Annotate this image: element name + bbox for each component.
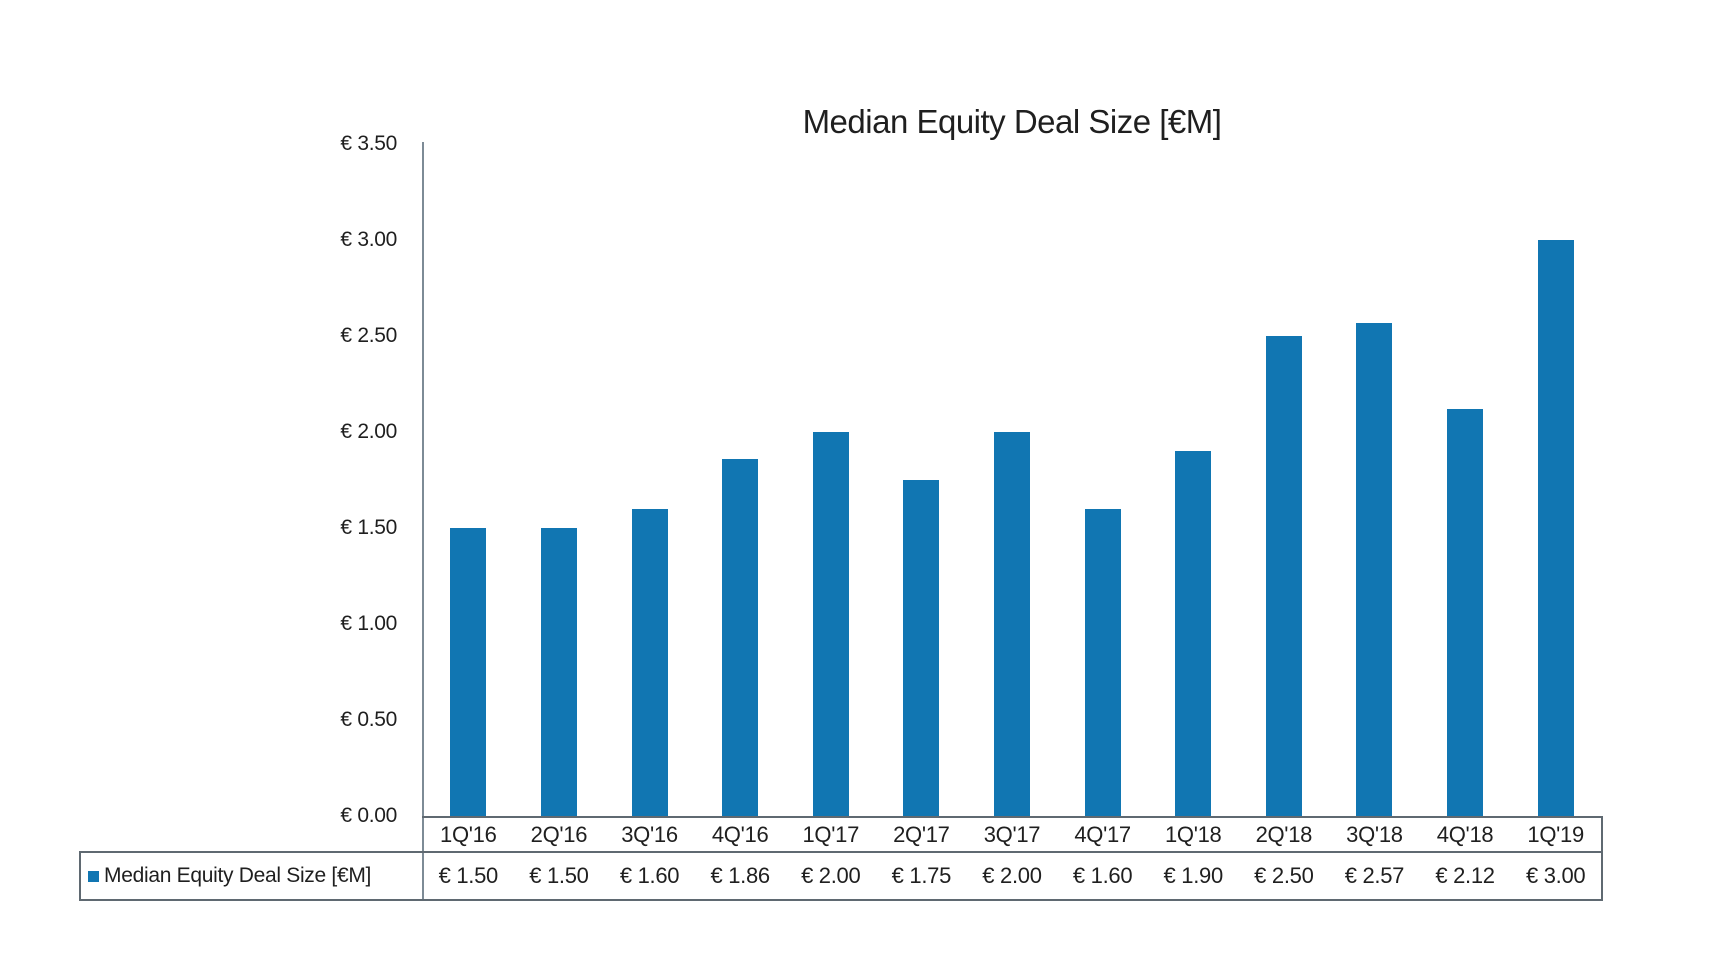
y-axis-tick-label: € 2.50 <box>340 324 397 347</box>
x-axis-label: 1Q'16 <box>440 822 497 847</box>
bar <box>813 432 849 816</box>
y-axis-tick-label: € 0.00 <box>340 804 397 827</box>
bar <box>541 528 577 816</box>
x-axis-label: 2Q'18 <box>1255 822 1313 847</box>
table-value-cell: € 1.75 <box>891 863 952 888</box>
legend-label: Median Equity Deal Size [€M] <box>104 864 372 887</box>
bar <box>903 480 939 816</box>
table-value-cell: € 2.57 <box>1344 863 1405 888</box>
y-axis-tick-label: € 0.50 <box>340 708 397 731</box>
table-value-cell: € 1.86 <box>710 863 770 888</box>
x-axis-label: 4Q'16 <box>711 822 769 847</box>
table-bottom-border <box>79 899 1603 901</box>
bar <box>1085 509 1121 816</box>
x-axis-label: 4Q'17 <box>1074 822 1131 847</box>
table-value-cell: € 1.60 <box>619 863 680 888</box>
legend: Median Equity Deal Size [€M] <box>82 853 420 899</box>
table-left-border <box>79 851 81 901</box>
x-axis-label: 2Q'17 <box>893 822 950 847</box>
x-axis-label: 1Q'19 <box>1527 822 1584 847</box>
x-axis-label: 3Q'16 <box>621 822 678 847</box>
table-mid-divider <box>79 851 1603 853</box>
y-axis-tick-label: € 3.00 <box>340 228 397 251</box>
y-axis-line <box>422 142 424 901</box>
bar <box>450 528 486 816</box>
bar <box>1447 409 1483 816</box>
table-value-cell: € 2.00 <box>801 863 861 888</box>
x-axis-label: 4Q'18 <box>1436 822 1494 847</box>
bar <box>722 459 758 816</box>
x-axis-label: 1Q'18 <box>1164 822 1222 847</box>
bar <box>1538 240 1574 816</box>
chart-title: Median Equity Deal Size [€M] <box>802 103 1222 140</box>
y-axis-tick-label: € 2.00 <box>340 420 397 443</box>
table-value-cell: € 1.50 <box>529 863 589 888</box>
x-axis-label: 1Q'17 <box>802 822 860 847</box>
bar <box>632 509 668 816</box>
x-axis-label: 3Q'18 <box>1346 822 1403 847</box>
table-value-cell: € 2.00 <box>982 863 1042 888</box>
legend-series-marker-icon <box>88 870 99 882</box>
bar <box>994 432 1030 816</box>
y-axis-tick-label: € 3.50 <box>340 132 397 155</box>
x-axis-line <box>422 816 1603 818</box>
bar <box>1266 336 1302 816</box>
table-value-cell: € 1.60 <box>1072 863 1133 888</box>
table-value-cell: € 1.50 <box>438 863 499 888</box>
table-value-cell: € 2.12 <box>1435 863 1495 888</box>
y-axis-tick-label: € 1.00 <box>340 612 397 635</box>
x-axis-label: 2Q'16 <box>530 822 588 847</box>
table-value-cell: € 1.90 <box>1163 863 1224 888</box>
bar <box>1356 323 1392 816</box>
y-axis-tick-label: € 1.50 <box>340 516 397 539</box>
x-axis-label: 3Q'17 <box>983 822 1041 847</box>
table-value-cell: € 3.00 <box>1525 863 1586 888</box>
table-value-cell: € 2.50 <box>1254 863 1314 888</box>
table-right-border <box>1601 816 1603 901</box>
bar <box>1175 451 1211 816</box>
